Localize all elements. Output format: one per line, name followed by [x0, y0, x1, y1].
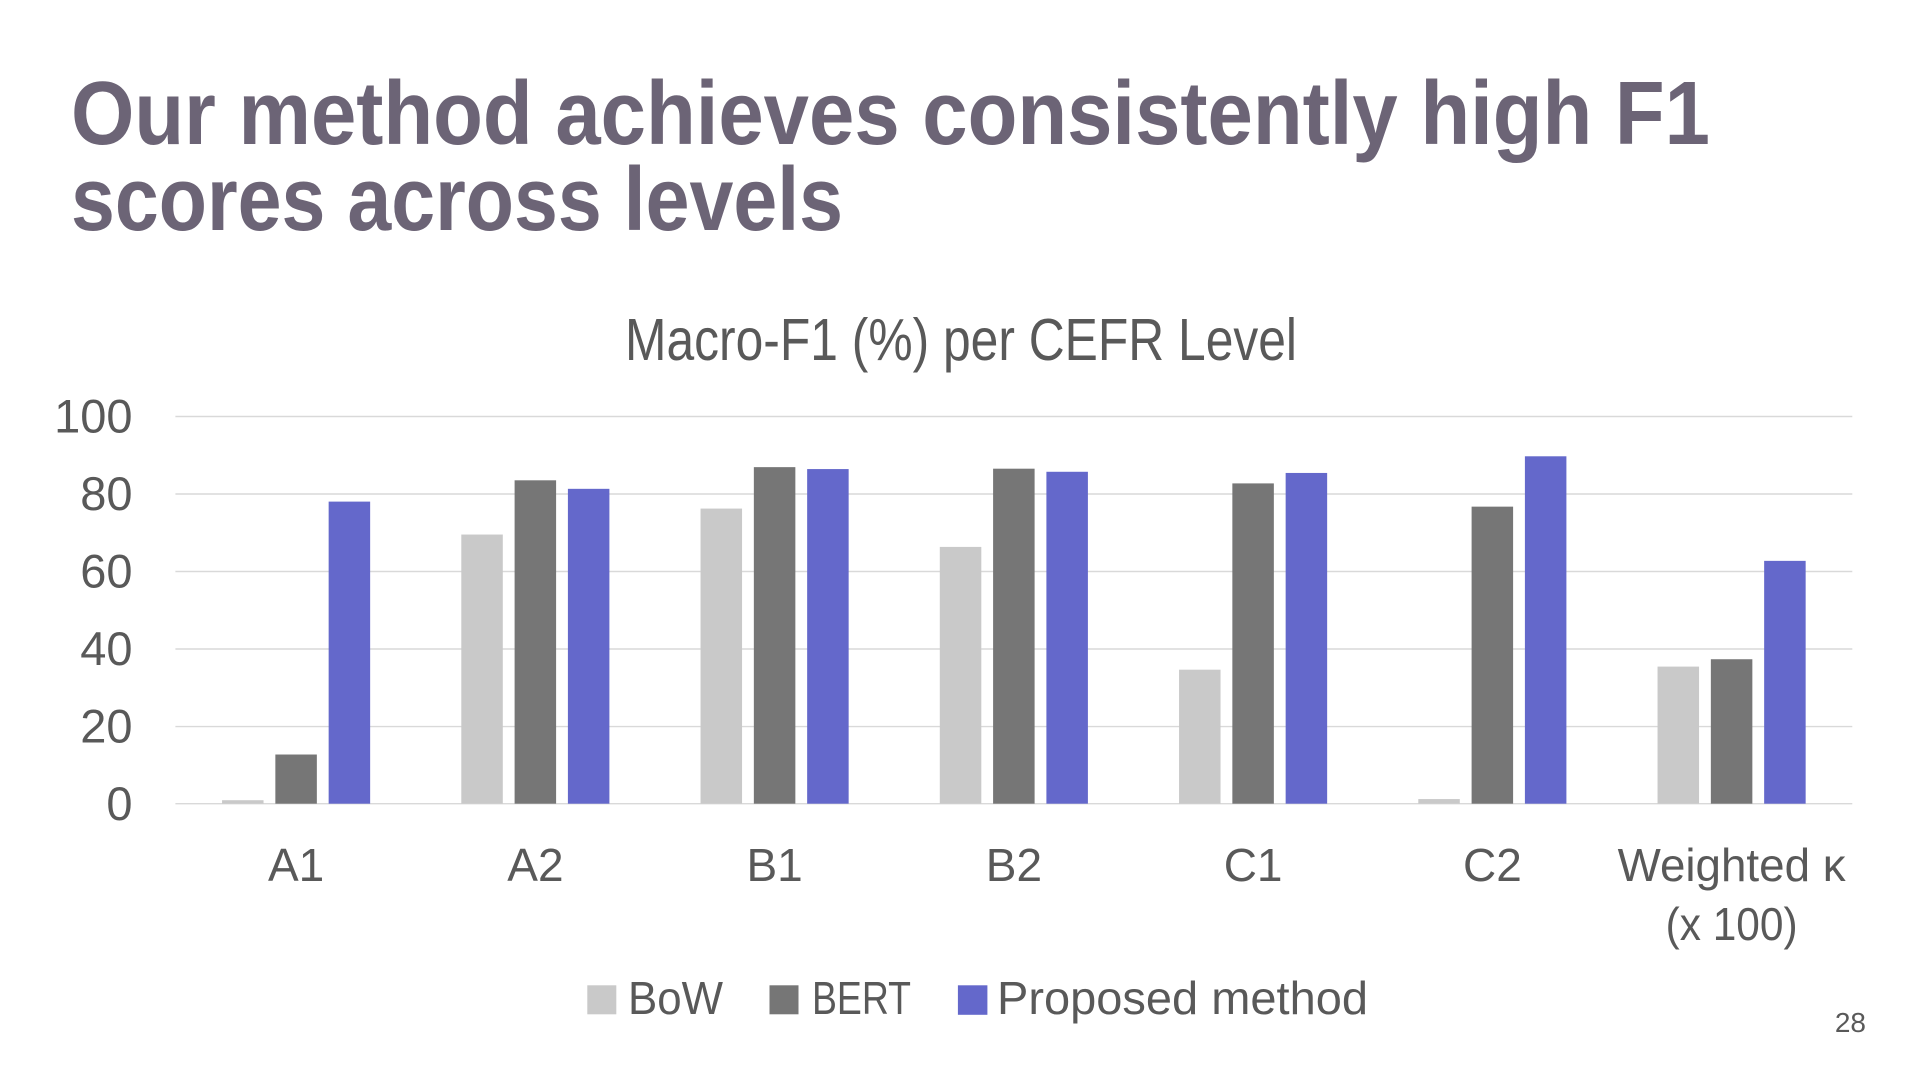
svg-text:C1: C1: [1224, 839, 1283, 891]
svg-text:B2: B2: [986, 839, 1042, 891]
svg-text:60: 60: [80, 545, 132, 598]
svg-text:BoW: BoW: [628, 972, 724, 1024]
svg-text:0: 0: [106, 777, 132, 830]
svg-text:Weighted κ: Weighted κ: [1618, 839, 1847, 891]
svg-text:Proposed method: Proposed method: [997, 972, 1368, 1024]
svg-text:28: 28: [1835, 1007, 1866, 1038]
svg-text:40: 40: [80, 622, 132, 675]
svg-text:BERT: BERT: [812, 972, 911, 1024]
svg-text:scores across levels: scores across levels: [71, 150, 843, 250]
svg-text:Macro-F1 (%) per CEFR Level: Macro-F1 (%) per CEFR Level: [625, 307, 1297, 373]
svg-text:A2: A2: [507, 839, 563, 891]
svg-text:(x 100): (x 100): [1666, 898, 1798, 950]
svg-text:B1: B1: [746, 839, 802, 891]
svg-text:A1: A1: [268, 839, 324, 891]
svg-text:80: 80: [80, 467, 132, 520]
svg-text:C2: C2: [1463, 839, 1522, 891]
svg-text:Our method achieves consistent: Our method achieves consistently high F1: [71, 64, 1710, 164]
svg-text:100: 100: [54, 390, 132, 443]
svg-text:20: 20: [80, 700, 132, 753]
